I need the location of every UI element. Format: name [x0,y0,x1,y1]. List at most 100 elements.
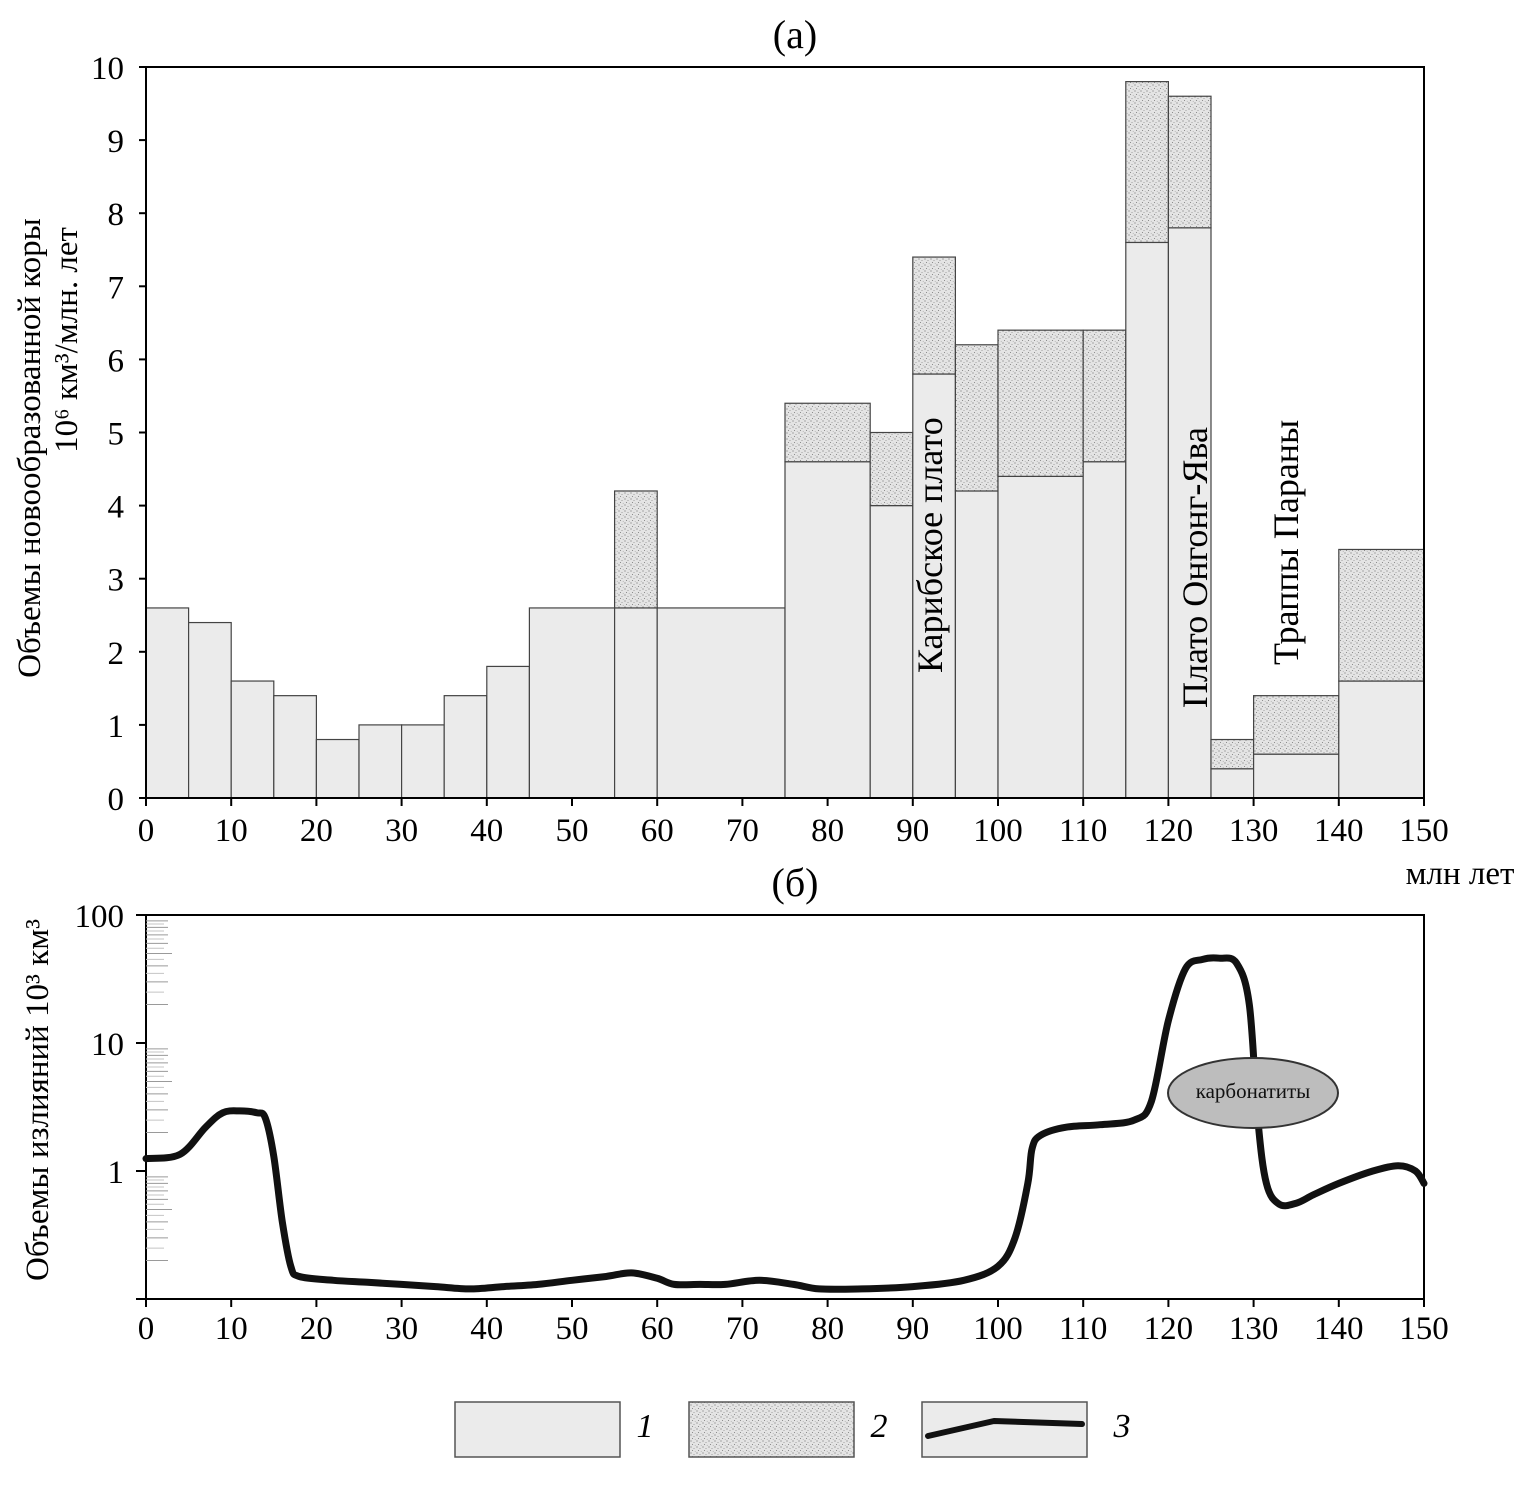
annotation-ontong-java-plateau: Плато Онгонг-Ява [1175,427,1215,708]
bar-series1-9 [528,607,616,799]
legend-swatch-2 [688,1401,855,1458]
panel-a-ytick-label: 5 [108,417,125,453]
bar-series2-18 [1125,81,1170,244]
panel-a-xtick-label: 100 [973,813,1023,849]
panel-a-bars [145,81,1425,799]
panel-a-xtick-label: 40 [470,813,503,849]
bar-series2-16 [997,329,1084,477]
bar-series1-0 [145,607,190,799]
bar-series1-2 [230,680,275,799]
bar-series1-5 [358,724,403,799]
panel-a-xtick-label: 120 [1144,813,1194,849]
panel-a-xtick-label: 50 [556,813,589,849]
panel-a-xtick-label: 140 [1314,813,1364,849]
bar-series1-1 [188,621,232,799]
carbonatite-ellipse [1167,1057,1339,1129]
bar-series1-13 [869,505,914,799]
panel-a-ytick-label: 10 [91,51,124,87]
bar-series1-20 [1210,768,1255,799]
panel-a-xtick-label: 30 [385,813,418,849]
panel-a-xtick-label: 80 [811,813,844,849]
panel-a-ytick-label: 8 [108,197,125,233]
panel-a-xtick-label: 90 [896,813,929,849]
panel-b-ytick-label: 1 [108,1155,125,1191]
bar-series2-14 [912,256,956,375]
bar-series1-18 [1125,241,1170,799]
annotation-carbonatites: карбонатиты [1196,1079,1311,1103]
panel-b: (б) 0 10 20 30 40 50 60 70 80 90 100 110 120 130 140 15… [20,860,1449,1347]
panel-b-ytick-label: 10 [91,1027,124,1063]
panel-b-minor-ticks [146,920,172,1261]
panel-a: (a) Карибское плато Плато Онгонг-Ява Тра… [12,12,1514,892]
panel-b-xtick-label: 60 [641,1311,674,1347]
bar-series1-17 [1082,461,1127,799]
bar-series2-12 [784,402,871,463]
panel-b-ticks: 0 10 20 30 40 50 60 70 80 90 100 110 120 130 140 150110… [75,899,1449,1347]
bar-series2-10 [613,490,658,609]
panel-b-xtick-label: 50 [556,1311,589,1347]
legend-label-2: 2 [871,1408,888,1445]
panel-b-xtick-label: 70 [726,1311,759,1347]
panel-a-xlabel: млн лет [1406,856,1515,892]
panel-a-ticks: 0 10 20 30 40 50 60 70 80 90 100 110 120 130 140 150 0 1 2… [91,51,1449,849]
panel-b-xtick-label: 40 [470,1311,503,1347]
bar-series1-21 [1252,753,1340,799]
bar-series2-20 [1210,738,1255,770]
panel-b-xtick-label: 30 [385,1311,418,1347]
panel-a-xtick-label: 110 [1059,813,1107,849]
bar-series1-4 [315,738,360,799]
bar-series1-10 [613,607,658,799]
bar-series1-19 [1167,227,1212,799]
bar-series1-3 [273,695,317,799]
panel-b-xtick-label: 100 [973,1311,1023,1347]
panel-b-frame [145,914,1425,1300]
panel-b-xtick-label: 130 [1229,1311,1279,1347]
panel-b-xtick-label: 140 [1314,1311,1364,1347]
bar-series2-17 [1082,329,1127,463]
bar-series1-12 [784,461,871,799]
bar-series1-6 [401,724,445,799]
panel-a-xtick-label: 10 [215,813,248,849]
carbonatite-callout: карбонатиты [1167,1057,1339,1129]
legend-label-3: 3 [1113,1408,1131,1445]
bar-series2-21 [1252,695,1340,755]
bar-series1-7 [443,695,488,799]
annotation-parana-traps: Траппы Параны [1266,420,1306,665]
panel-a-ytick-label: 0 [108,782,125,818]
panel-a-annotations: Карибское плато Плато Онгонг-Ява Траппы … [910,417,1306,708]
panel-a-xtick-label: 0 [138,813,155,849]
panel-a-ytick-label: 4 [108,490,125,526]
legend: 1 2 3 [454,1401,1131,1458]
bar-series1-22 [1338,680,1425,799]
panel-a-xtick-label: 150 [1399,813,1449,849]
panel-b-title: (б) [772,860,819,905]
legend-label-1: 1 [637,1408,654,1445]
bar-series2-13 [869,431,914,507]
panel-a-ytick-label: 1 [108,709,125,745]
panel-a-ytick-label: 7 [108,270,125,306]
legend-swatch-1 [454,1401,621,1458]
panel-a-ylabel-line1: Объемы новообразованной коры [12,218,48,678]
panel-a-title: (a) [773,12,817,57]
bar-series1-8 [486,665,530,799]
bar-series1-11 [656,607,786,799]
panel-b-ytick-label: 100 [75,899,125,935]
panel-a-xtick-label: 130 [1229,813,1279,849]
panel-a-ytick-label: 3 [108,563,125,599]
panel-b-xtick-label: 120 [1144,1311,1194,1347]
panel-b-xtick-label: 0 [138,1311,155,1347]
panel-a-xtick-label: 70 [726,813,759,849]
panel-b-xtick-label: 90 [896,1311,929,1347]
bar-series2-15 [954,344,999,492]
panel-b-xtick-label: 10 [215,1311,248,1347]
bar-series2-19 [1167,95,1212,229]
legend-line-3 [925,1418,1085,1439]
panel-b-xtick-label: 150 [1399,1311,1449,1347]
bar-series1-16 [997,475,1084,799]
panel-a-ytick-label: 6 [108,343,125,379]
panel-b-xtick-label: 20 [300,1311,333,1347]
panel-b-ylabel: Объемы излияний 10³ км³ [20,919,56,1281]
bar-series2-22 [1338,548,1425,682]
annotation-caribbean-plateau: Карибское плато [910,417,950,673]
